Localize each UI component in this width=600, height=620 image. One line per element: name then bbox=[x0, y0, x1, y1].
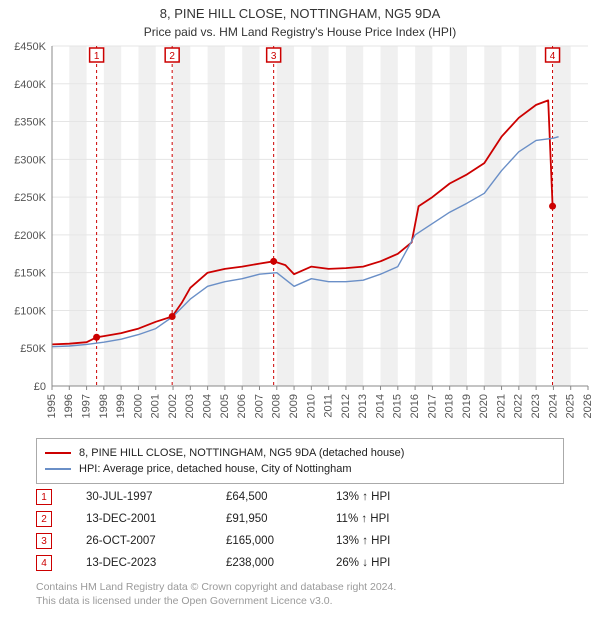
tx-date: 26-OCT-2007 bbox=[86, 535, 226, 547]
svg-text:£100K: £100K bbox=[14, 305, 46, 317]
attribution: Contains HM Land Registry data © Crown c… bbox=[36, 580, 564, 608]
tx-diff: 26% ↓ HPI bbox=[336, 557, 466, 569]
svg-text:2006: 2006 bbox=[236, 394, 248, 418]
svg-text:2015: 2015 bbox=[392, 394, 404, 418]
tx-price: £165,000 bbox=[226, 535, 336, 547]
svg-text:2018: 2018 bbox=[444, 394, 456, 418]
svg-text:2026: 2026 bbox=[582, 394, 594, 418]
svg-text:2012: 2012 bbox=[340, 394, 352, 418]
svg-text:1997: 1997 bbox=[80, 394, 92, 418]
table-row: 4 13-DEC-2023 £238,000 26% ↓ HPI bbox=[36, 552, 564, 574]
tx-diff: 11% ↑ HPI bbox=[336, 513, 466, 525]
svg-text:4: 4 bbox=[550, 51, 556, 62]
table-row: 2 13-DEC-2001 £91,950 11% ↑ HPI bbox=[36, 508, 564, 530]
table-row: 1 30-JUL-1997 £64,500 13% ↑ HPI bbox=[36, 486, 564, 508]
tx-badge: 2 bbox=[36, 511, 52, 527]
page-title: 8, PINE HILL CLOSE, NOTTINGHAM, NG5 9DA bbox=[0, 0, 600, 23]
svg-text:2011: 2011 bbox=[323, 394, 335, 418]
svg-text:2017: 2017 bbox=[426, 394, 438, 418]
chart-svg: £0 £50K £100K £150K £200K £250K £300K £350K £400… bbox=[0, 42, 600, 432]
tx-date: 30-JUL-1997 bbox=[86, 491, 226, 503]
tx-price: £91,950 bbox=[226, 513, 336, 525]
table-row: 3 26-OCT-2007 £165,000 13% ↑ HPI bbox=[36, 530, 564, 552]
svg-text:2013: 2013 bbox=[357, 394, 369, 418]
legend-item: 8, PINE HILL CLOSE, NOTTINGHAM, NG5 9DA … bbox=[45, 445, 555, 461]
svg-text:£300K: £300K bbox=[14, 154, 46, 166]
svg-text:2007: 2007 bbox=[253, 394, 265, 418]
svg-text:2001: 2001 bbox=[150, 394, 162, 418]
legend-swatch bbox=[45, 452, 71, 454]
svg-text:£350K: £350K bbox=[14, 117, 46, 129]
svg-text:2010: 2010 bbox=[305, 394, 317, 418]
svg-text:1996: 1996 bbox=[63, 394, 75, 418]
tx-badge: 3 bbox=[36, 533, 52, 549]
attribution-line: This data is licensed under the Open Gov… bbox=[36, 594, 564, 608]
svg-text:2025: 2025 bbox=[565, 394, 577, 418]
legend: 8, PINE HILL CLOSE, NOTTINGHAM, NG5 9DA … bbox=[36, 438, 564, 484]
tx-date: 13-DEC-2001 bbox=[86, 513, 226, 525]
svg-text:1: 1 bbox=[94, 51, 100, 62]
svg-text:2004: 2004 bbox=[202, 394, 214, 418]
svg-text:2005: 2005 bbox=[219, 394, 231, 418]
tx-badge: 1 bbox=[36, 489, 52, 505]
svg-text:2002: 2002 bbox=[167, 394, 179, 418]
svg-text:£0: £0 bbox=[34, 381, 46, 393]
page-subtitle: Price paid vs. HM Land Registry's House … bbox=[0, 23, 600, 39]
svg-text:£250K: £250K bbox=[14, 192, 46, 204]
svg-text:2024: 2024 bbox=[547, 394, 559, 418]
legend-label: HPI: Average price, detached house, City… bbox=[79, 463, 352, 475]
price-chart: £0 £50K £100K £150K £200K £250K £300K £350K £400… bbox=[0, 42, 600, 432]
tx-price: £238,000 bbox=[226, 557, 336, 569]
svg-text:2000: 2000 bbox=[132, 394, 144, 418]
legend-label: 8, PINE HILL CLOSE, NOTTINGHAM, NG5 9DA … bbox=[79, 447, 404, 459]
svg-text:£200K: £200K bbox=[14, 230, 46, 242]
tx-price: £64,500 bbox=[226, 491, 336, 503]
svg-text:2009: 2009 bbox=[288, 394, 300, 418]
svg-text:2020: 2020 bbox=[478, 394, 490, 418]
tx-diff: 13% ↑ HPI bbox=[336, 491, 466, 503]
attribution-line: Contains HM Land Registry data © Crown c… bbox=[36, 580, 564, 594]
page: 8, PINE HILL CLOSE, NOTTINGHAM, NG5 9DA … bbox=[0, 0, 600, 620]
svg-text:1995: 1995 bbox=[46, 394, 58, 418]
svg-text:2021: 2021 bbox=[495, 394, 507, 418]
tx-diff: 13% ↑ HPI bbox=[336, 535, 466, 547]
legend-swatch bbox=[45, 468, 71, 470]
svg-text:£400K: £400K bbox=[14, 79, 46, 91]
svg-text:2016: 2016 bbox=[409, 394, 421, 418]
svg-text:3: 3 bbox=[271, 51, 277, 62]
svg-text:£150K: £150K bbox=[14, 268, 46, 280]
svg-text:£50K: £50K bbox=[20, 343, 46, 355]
svg-text:£450K: £450K bbox=[14, 42, 46, 53]
tx-date: 13-DEC-2023 bbox=[86, 557, 226, 569]
tx-badge: 4 bbox=[36, 555, 52, 571]
transactions-table: 1 30-JUL-1997 £64,500 13% ↑ HPI 2 13-DEC… bbox=[36, 486, 564, 574]
legend-item: HPI: Average price, detached house, City… bbox=[45, 461, 555, 477]
svg-text:2003: 2003 bbox=[184, 394, 196, 418]
svg-text:2008: 2008 bbox=[271, 394, 283, 418]
svg-text:1998: 1998 bbox=[98, 394, 110, 418]
svg-text:2022: 2022 bbox=[513, 394, 525, 418]
svg-text:2019: 2019 bbox=[461, 394, 473, 418]
svg-text:2014: 2014 bbox=[374, 394, 386, 418]
svg-text:1999: 1999 bbox=[115, 394, 127, 418]
svg-text:2023: 2023 bbox=[530, 394, 542, 418]
svg-text:2: 2 bbox=[169, 51, 175, 62]
